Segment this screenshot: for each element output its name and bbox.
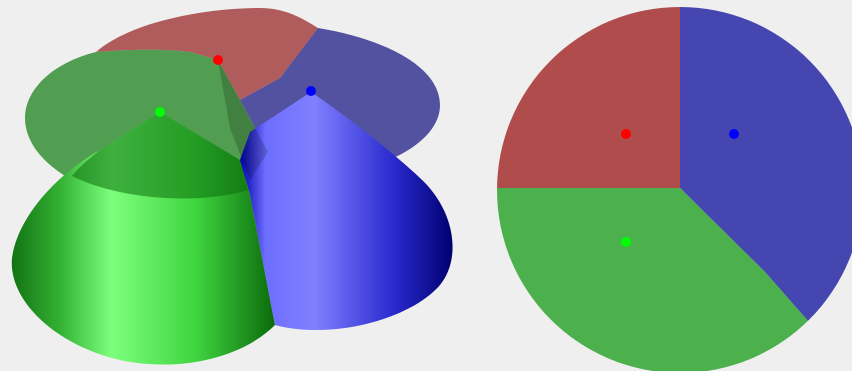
green-region-site-point [621,237,631,247]
red-region-site-point [621,129,631,139]
green-site-point [155,107,165,117]
blue-region [680,7,852,371]
red-site-point [213,55,223,65]
blue-site-point [306,86,316,96]
disc-overlap [218,60,268,180]
green-region [497,188,852,371]
blue-cone [240,92,453,331]
green-cone-top-shadow [72,112,248,199]
cones-3d-view [11,8,453,365]
red-disc [96,8,318,100]
blue-region-site-point [729,129,739,139]
